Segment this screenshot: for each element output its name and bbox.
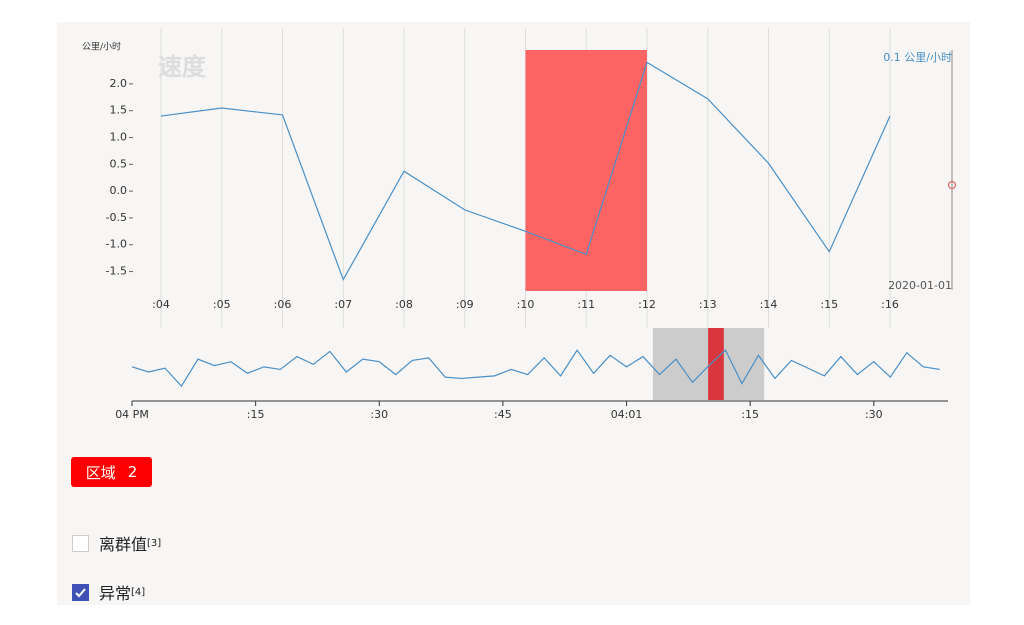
- checkbox[interactable]: [72, 534, 89, 552]
- x-tick-label: :14: [760, 298, 778, 311]
- checkbox-label: 离群值: [99, 535, 148, 554]
- x-tick-label: :06: [274, 298, 292, 311]
- y-tick-label: -0.5: [106, 211, 127, 224]
- x-tick-label: :15: [741, 408, 759, 421]
- x-tick-label: :10: [517, 298, 535, 311]
- y-tick-label: 0.0: [110, 184, 128, 197]
- y-tick-label: 1.5: [110, 104, 128, 117]
- date-label: 2020-01-01: [888, 279, 952, 292]
- panel: [57, 22, 970, 605]
- overview-line: [131, 349, 940, 388]
- checkbox-label: 异常: [99, 584, 132, 603]
- x-tick-label: :08: [395, 298, 413, 311]
- x-tick-label: 04:01: [611, 408, 643, 421]
- x-tick-label: :04: [152, 298, 170, 311]
- region-count: 2: [127, 463, 138, 481]
- x-tick-label: :09: [456, 298, 474, 311]
- line: [160, 61, 891, 282]
- y-tick-label: -1.5: [106, 265, 127, 278]
- x-tick-label: :30: [370, 408, 388, 421]
- checkbox[interactable]: [72, 583, 89, 601]
- checkbox-outliers[interactable]: 离群值 [3]: [72, 531, 161, 555]
- y-tick-label: 0.5: [110, 157, 128, 170]
- x-tick-label: :07: [334, 298, 352, 311]
- region-button[interactable]: 区域 2: [71, 457, 152, 487]
- brush-marker: [708, 328, 724, 400]
- x-tick-label: :16: [881, 298, 899, 311]
- checkbox-anomaly[interactable]: 异常 [4]: [72, 580, 145, 604]
- x-tick-label: :30: [865, 408, 883, 421]
- x-tick-label: :12: [638, 298, 656, 311]
- cursor-dot: [948, 181, 956, 189]
- watermark: 速度: [158, 53, 207, 81]
- x-tick-label: :15: [820, 298, 838, 311]
- y-tick-label: 1.0: [110, 130, 128, 143]
- y-axis-label: 公里/小时: [82, 41, 121, 53]
- x-tick-label: 04 PM: [115, 408, 149, 421]
- x-tick-label: :05: [213, 298, 231, 311]
- check-mark: [75, 587, 86, 597]
- x-tick-label: :45: [494, 408, 512, 421]
- checkbox-note: [4]: [131, 586, 146, 598]
- x-tick-label: :13: [699, 298, 717, 311]
- highlight-region: [525, 50, 647, 291]
- y-tick-label: -1.0: [106, 238, 127, 251]
- x-tick-label: :11: [577, 298, 595, 311]
- region-label: 区域: [85, 463, 116, 482]
- y-tick-label: 2.0: [110, 77, 128, 90]
- checkbox-note: [3]: [147, 537, 162, 549]
- annotation: 0.1 公里/小时: [883, 51, 952, 64]
- x-tick-label: :15: [247, 408, 265, 421]
